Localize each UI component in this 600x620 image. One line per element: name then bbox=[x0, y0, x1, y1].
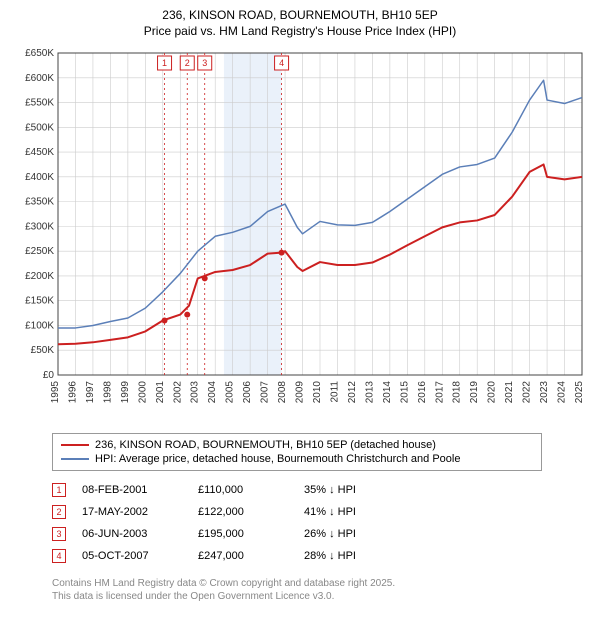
svg-text:2005: 2005 bbox=[225, 381, 236, 404]
svg-text:2014: 2014 bbox=[382, 381, 393, 404]
svg-text:2008: 2008 bbox=[277, 381, 288, 404]
svg-text:£150K: £150K bbox=[25, 296, 54, 307]
svg-text:1996: 1996 bbox=[67, 381, 78, 404]
legend-swatch-property bbox=[61, 444, 89, 446]
legend-swatch-hpi bbox=[61, 458, 89, 460]
svg-text:2019: 2019 bbox=[469, 381, 480, 404]
svg-text:£250K: £250K bbox=[25, 246, 54, 257]
transaction-diff: 41% ↓ HPI bbox=[304, 506, 404, 518]
svg-text:£600K: £600K bbox=[25, 73, 54, 84]
svg-text:£400K: £400K bbox=[25, 172, 54, 183]
svg-text:2013: 2013 bbox=[364, 381, 375, 404]
svg-text:2025: 2025 bbox=[574, 381, 585, 404]
svg-text:2018: 2018 bbox=[452, 381, 463, 404]
chart-title-block: 236, KINSON ROAD, BOURNEMOUTH, BH10 5EP … bbox=[10, 8, 590, 39]
svg-text:2009: 2009 bbox=[295, 381, 306, 404]
svg-text:3: 3 bbox=[202, 58, 207, 68]
svg-text:1997: 1997 bbox=[85, 381, 96, 404]
svg-text:2020: 2020 bbox=[487, 381, 498, 404]
svg-text:2010: 2010 bbox=[312, 381, 323, 404]
footer-line2: This data is licensed under the Open Gov… bbox=[52, 590, 590, 603]
legend-item-property: 236, KINSON ROAD, BOURNEMOUTH, BH10 5EP … bbox=[61, 438, 533, 452]
svg-text:£200K: £200K bbox=[25, 271, 54, 282]
svg-text:2011: 2011 bbox=[329, 381, 340, 403]
footer-attribution: Contains HM Land Registry data © Crown c… bbox=[52, 577, 590, 603]
table-row: 3 06-JUN-2003 £195,000 26% ↓ HPI bbox=[52, 523, 590, 545]
svg-text:£0: £0 bbox=[43, 370, 55, 381]
svg-text:2015: 2015 bbox=[399, 381, 410, 404]
marker-box-icon: 4 bbox=[52, 549, 66, 563]
svg-text:£450K: £450K bbox=[25, 147, 54, 158]
svg-text:2016: 2016 bbox=[417, 381, 428, 404]
chart-area: £0 £50K £100K £150K £200K £250K £300K £350K £400… bbox=[10, 45, 590, 425]
svg-text:2001: 2001 bbox=[155, 381, 166, 404]
marker-box-icon: 1 bbox=[52, 483, 66, 497]
legend-label-hpi: HPI: Average price, detached house, Bour… bbox=[95, 453, 460, 465]
svg-text:1: 1 bbox=[162, 58, 167, 68]
svg-text:£50K: £50K bbox=[31, 345, 55, 356]
marker-box-icon: 3 bbox=[52, 527, 66, 541]
transaction-diff: 35% ↓ HPI bbox=[304, 484, 404, 496]
svg-text:2002: 2002 bbox=[172, 381, 183, 404]
svg-text:2006: 2006 bbox=[242, 381, 253, 404]
svg-text:2000: 2000 bbox=[137, 381, 148, 404]
svg-text:2023: 2023 bbox=[539, 381, 550, 404]
svg-text:£650K: £650K bbox=[25, 48, 54, 59]
svg-text:2003: 2003 bbox=[190, 381, 201, 404]
svg-text:2024: 2024 bbox=[557, 381, 568, 404]
legend-item-hpi: HPI: Average price, detached house, Bour… bbox=[61, 452, 533, 466]
table-row: 4 05-OCT-2007 £247,000 28% ↓ HPI bbox=[52, 545, 590, 567]
table-row: 1 08-FEB-2001 £110,000 35% ↓ HPI bbox=[52, 479, 590, 501]
svg-text:1995: 1995 bbox=[50, 381, 61, 404]
transaction-diff: 28% ↓ HPI bbox=[304, 550, 404, 562]
svg-text:£300K: £300K bbox=[25, 222, 54, 233]
svg-text:£100K: £100K bbox=[25, 321, 54, 332]
transaction-price: £122,000 bbox=[198, 506, 288, 518]
transaction-price: £247,000 bbox=[198, 550, 288, 562]
svg-text:2022: 2022 bbox=[522, 381, 533, 404]
transaction-date: 08-FEB-2001 bbox=[82, 484, 182, 496]
svg-text:2012: 2012 bbox=[347, 381, 358, 404]
svg-text:2017: 2017 bbox=[434, 381, 445, 404]
title-line2: Price paid vs. HM Land Registry's House … bbox=[10, 24, 590, 40]
legend: 236, KINSON ROAD, BOURNEMOUTH, BH10 5EP … bbox=[52, 433, 542, 471]
svg-text:£550K: £550K bbox=[25, 98, 54, 109]
marker-box-icon: 2 bbox=[52, 505, 66, 519]
svg-text:1998: 1998 bbox=[102, 381, 113, 404]
svg-text:4: 4 bbox=[279, 58, 284, 68]
transaction-price: £110,000 bbox=[198, 484, 288, 496]
svg-text:2004: 2004 bbox=[207, 381, 218, 404]
transaction-date: 17-MAY-2002 bbox=[82, 506, 182, 518]
transactions-table: 1 08-FEB-2001 £110,000 35% ↓ HPI 2 17-MA… bbox=[52, 479, 590, 567]
svg-text:2021: 2021 bbox=[504, 381, 515, 404]
svg-text:2007: 2007 bbox=[260, 381, 271, 404]
svg-text:£350K: £350K bbox=[25, 197, 54, 208]
title-line1: 236, KINSON ROAD, BOURNEMOUTH, BH10 5EP bbox=[10, 8, 590, 24]
footer-line1: Contains HM Land Registry data © Crown c… bbox=[52, 577, 590, 590]
legend-label-property: 236, KINSON ROAD, BOURNEMOUTH, BH10 5EP … bbox=[95, 439, 436, 451]
transaction-date: 06-JUN-2003 bbox=[82, 528, 182, 540]
svg-text:£500K: £500K bbox=[25, 122, 54, 133]
table-row: 2 17-MAY-2002 £122,000 41% ↓ HPI bbox=[52, 501, 590, 523]
svg-text:1999: 1999 bbox=[120, 381, 131, 404]
transaction-price: £195,000 bbox=[198, 528, 288, 540]
svg-text:2: 2 bbox=[185, 58, 190, 68]
line-chart-svg: £0 £50K £100K £150K £200K £250K £300K £350K £400… bbox=[10, 45, 590, 425]
transaction-date: 05-OCT-2007 bbox=[82, 550, 182, 562]
transaction-diff: 26% ↓ HPI bbox=[304, 528, 404, 540]
